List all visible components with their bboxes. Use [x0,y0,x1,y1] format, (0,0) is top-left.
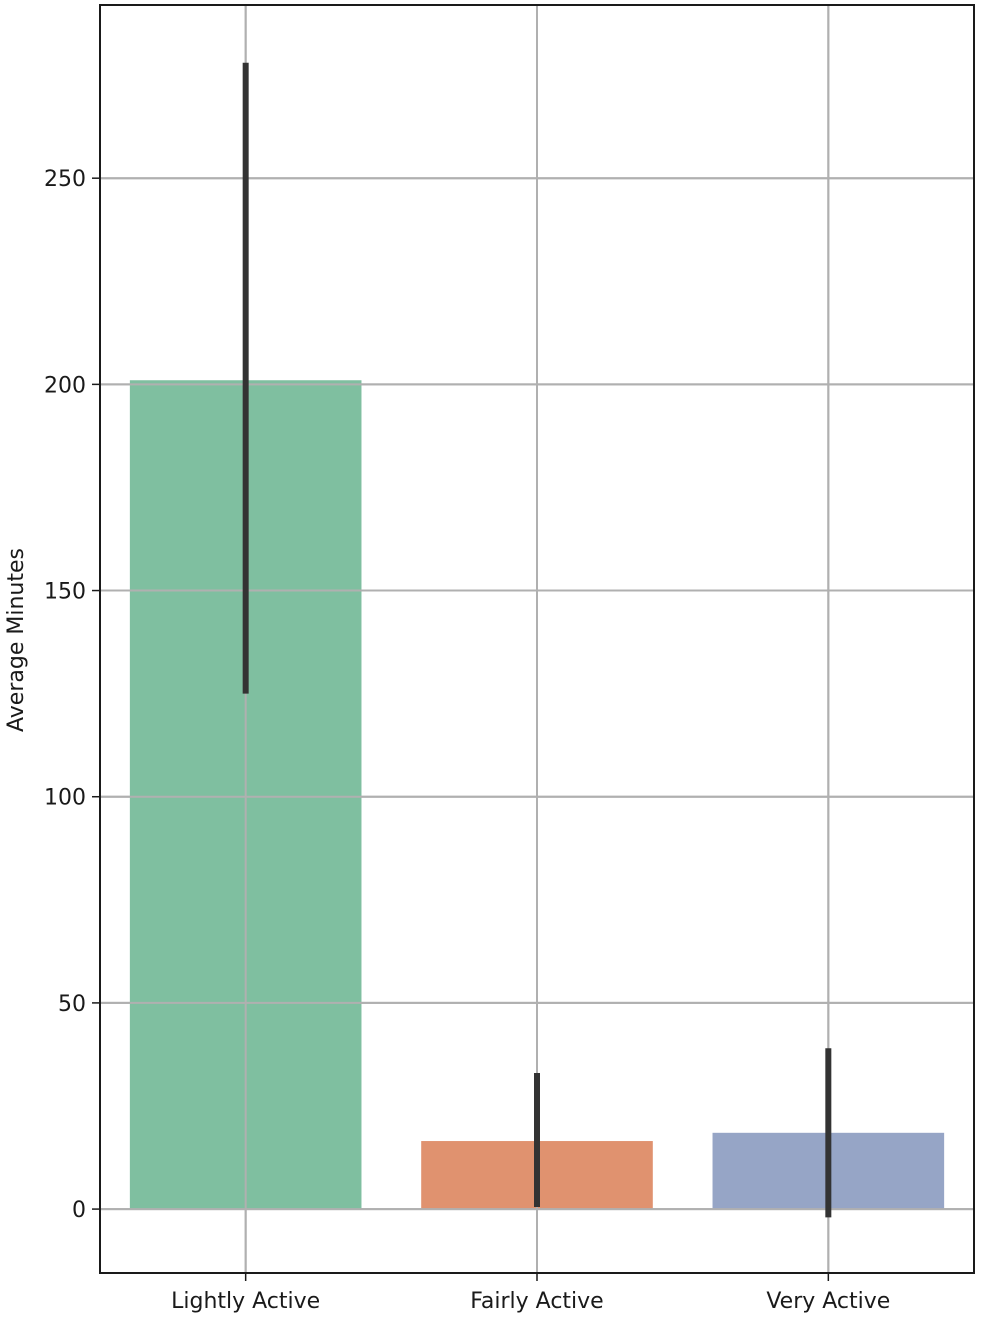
y-axis-label: Average Minutes [4,548,29,732]
x-tick-label: Very Active [766,1289,890,1314]
x-axis: Lightly Active Fairly Active Very Active [171,1273,890,1314]
y-tick-label: 200 [44,373,86,398]
y-tick-label: 100 [44,786,86,811]
y-axis: 0 50 100 150 200 250 [44,167,100,1223]
error-bars [242,62,832,1218]
y-tick-label: 250 [44,167,86,192]
y-tick-label: 0 [72,1198,86,1223]
y-tick-label: 150 [44,580,86,605]
x-tick-label: Fairly Active [470,1289,603,1314]
y-tick-label: 50 [58,992,86,1017]
x-tick-label: Lightly Active [171,1289,320,1314]
